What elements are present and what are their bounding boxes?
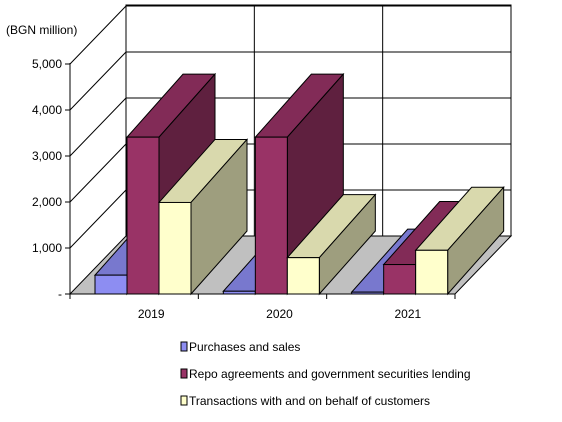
bar-front bbox=[351, 291, 385, 295]
category-labels: 2019 2020 2021 bbox=[138, 307, 422, 321]
y-tick-labels: - 1,000 2,000 3,000 4,000 5,000 bbox=[32, 57, 62, 301]
legend-swatch bbox=[180, 341, 188, 352]
gridline-side bbox=[69, 97, 127, 157]
bar-front bbox=[94, 274, 128, 295]
bar-front bbox=[158, 201, 192, 295]
category-label: 2020 bbox=[266, 307, 293, 321]
y-tick-label: 2,000 bbox=[32, 195, 62, 209]
legend: Purchases and sales Repo agreements and g… bbox=[180, 340, 471, 408]
bar-front bbox=[254, 136, 288, 295]
y-axis-unit-label: (BGN million) bbox=[6, 23, 77, 37]
bar-2-0 bbox=[157, 138, 249, 296]
legend-swatch bbox=[180, 368, 188, 379]
y-tick-label: - bbox=[58, 287, 62, 301]
side-wall bbox=[70, 5, 126, 294]
gridline-side bbox=[69, 143, 127, 203]
legend-label: Repo agreements and government securitie… bbox=[189, 367, 471, 381]
category-label: 2021 bbox=[394, 307, 421, 321]
gridline-side bbox=[69, 189, 127, 249]
y-tick-label: 5,000 bbox=[32, 57, 62, 71]
bar-2-2 bbox=[414, 185, 505, 296]
y-tick-label: 1,000 bbox=[32, 241, 62, 255]
bar-front bbox=[222, 290, 256, 295]
y-tick-label: 3,000 bbox=[32, 149, 62, 163]
bars bbox=[93, 72, 505, 296]
gridline-side bbox=[69, 5, 127, 65]
bar-2-1 bbox=[286, 193, 377, 296]
legend-label: Purchases and sales bbox=[189, 340, 300, 354]
y-tick-label: 4,000 bbox=[32, 103, 62, 117]
bar-front bbox=[126, 136, 160, 295]
legend-label: Transactions with and on behalf of custo… bbox=[189, 394, 430, 408]
bar-front bbox=[415, 249, 449, 295]
legend-swatch bbox=[180, 395, 188, 406]
bar-front bbox=[286, 257, 320, 295]
gridline-side bbox=[69, 51, 127, 111]
category-label: 2019 bbox=[138, 307, 165, 321]
bar-front bbox=[383, 264, 417, 295]
